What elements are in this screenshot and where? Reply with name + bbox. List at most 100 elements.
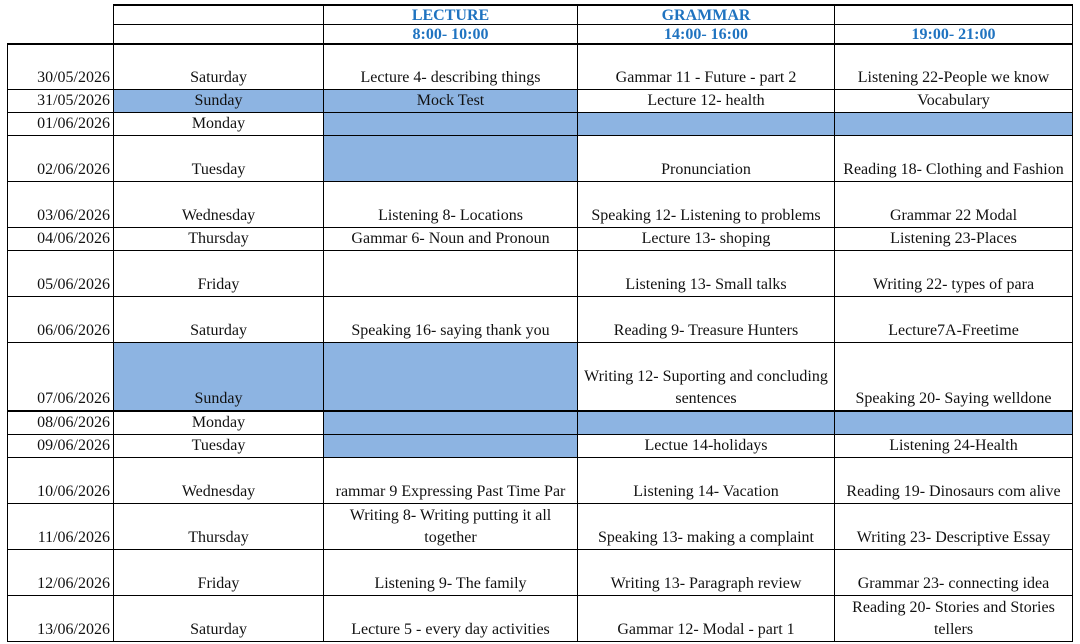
session-cell-s2[interactable] xyxy=(577,410,835,435)
session-cell-s2[interactable]: Lectue 14-holidays xyxy=(577,434,835,458)
table-row: 10/06/2026 Wednesday rammar 9 Expressing P… xyxy=(7,457,1073,504)
day-cell[interactable]: Monday xyxy=(113,112,324,136)
date-cell[interactable]: 12/06/2026 xyxy=(7,549,114,596)
session-cell-s2[interactable]: Pronunciation xyxy=(577,135,835,182)
session-cell-s2[interactable] xyxy=(577,112,835,136)
date-cell[interactable]: 02/06/2026 xyxy=(7,135,114,182)
session-cell-s3[interactable]: Listening 22-People we know xyxy=(834,43,1073,90)
table-row: 12/06/2026 Friday Listening 9- The family W… xyxy=(7,549,1073,596)
day-cell[interactable]: Sunday xyxy=(113,342,324,412)
session-cell-s3[interactable]: Vocabulary xyxy=(834,89,1073,113)
date-cell[interactable]: 10/06/2026 xyxy=(7,457,114,504)
header-day-cell-2[interactable] xyxy=(113,24,324,45)
day-cell[interactable]: Wednesday xyxy=(113,457,324,504)
header-day-cell[interactable] xyxy=(113,4,324,25)
table-row: 06/06/2026 Saturday Speaking 16- saying th… xyxy=(7,296,1073,343)
date-cell[interactable]: 09/06/2026 xyxy=(7,434,114,458)
session-cell-s3[interactable] xyxy=(834,112,1073,136)
session-cell-s3[interactable] xyxy=(834,410,1073,435)
session-cell-s3[interactable]: Reading 19- Dinosaurs com alive xyxy=(834,457,1073,504)
session-cell-s3[interactable]: Reading 20- Stories and Stories tellers xyxy=(834,595,1073,642)
header-grammar[interactable]: GRAMMAR xyxy=(577,4,835,25)
session-cell-s1[interactable] xyxy=(323,112,578,136)
day-cell[interactable]: Friday xyxy=(113,549,324,596)
header-corner xyxy=(7,5,114,25)
day-cell[interactable]: Saturday xyxy=(113,296,324,343)
session-cell-s2[interactable]: Reading 9- Treasure Hunters xyxy=(577,296,835,343)
day-cell[interactable]: Tuesday xyxy=(113,434,324,458)
session-cell-s3[interactable]: Grammar 23- connecting idea xyxy=(834,549,1073,596)
session-cell-s1[interactable]: Listening 8- Locations xyxy=(323,181,578,228)
session-cell-s1[interactable]: Listening 9- The family xyxy=(323,549,578,596)
header-row-times: 8:00- 10:00 14:00- 16:00 19:00- 21:00 xyxy=(7,24,1073,45)
session-cell-s1[interactable] xyxy=(323,342,578,412)
session-cell-s1[interactable]: Writing 8- Writing putting it all togeth… xyxy=(323,503,578,550)
header-slot-1[interactable]: 8:00- 10:00 xyxy=(323,24,578,45)
session-cell-s2[interactable]: Listening 13- Small talks xyxy=(577,250,835,297)
session-cell-s3[interactable]: Reading 18- Clothing and Fashion xyxy=(834,135,1073,182)
session-cell-s2[interactable]: Speaking 13- making a complaint xyxy=(577,503,835,550)
session-cell-s3[interactable]: Writing 22- types of para xyxy=(834,250,1073,297)
day-cell[interactable]: Saturday xyxy=(113,595,324,642)
date-cell[interactable]: 03/06/2026 xyxy=(7,181,114,228)
session-cell-s1[interactable] xyxy=(323,410,578,435)
session-cell-s3[interactable]: Speaking 20- Saying welldone xyxy=(834,342,1073,412)
table-row: 04/06/2026 Thursday Gammar 6- Noun and Pro… xyxy=(7,227,1073,251)
day-cell[interactable]: Wednesday xyxy=(113,181,324,228)
session-cell-s2[interactable]: Lecture 13- shoping xyxy=(577,227,835,251)
session-cell-s2[interactable]: Lecture 12- health xyxy=(577,89,835,113)
day-cell[interactable]: Tuesday xyxy=(113,135,324,182)
day-cell[interactable]: Thursday xyxy=(113,227,324,251)
header-slot-3[interactable]: 19:00- 21:00 xyxy=(834,24,1073,45)
session-cell-s2[interactable]: Gammar 12- Modal - part 1 xyxy=(577,595,835,642)
header-corner-2 xyxy=(7,24,114,44)
date-cell[interactable]: 04/06/2026 xyxy=(7,227,114,251)
session-cell-s2[interactable]: Listening 14- Vacation xyxy=(577,457,835,504)
session-cell-s1[interactable] xyxy=(323,434,578,458)
header-row-titles: LECTURE GRAMMAR xyxy=(7,4,1073,25)
date-cell[interactable]: 30/05/2026 xyxy=(7,43,114,90)
table-row: 07/06/2026 Sunday Writing 12- Suporting an… xyxy=(7,342,1073,412)
day-cell[interactable]: Thursday xyxy=(113,503,324,550)
date-cell[interactable]: 11/06/2026 xyxy=(7,503,114,550)
day-cell[interactable]: Sunday xyxy=(113,89,324,113)
session-cell-s2[interactable]: Speaking 12- Listening to problems xyxy=(577,181,835,228)
session-cell-s1[interactable]: Lecture 4- describing things xyxy=(323,43,578,90)
session-cell-s2[interactable]: Gammar 11 - Future - part 2 xyxy=(577,43,835,90)
date-cell[interactable]: 13/06/2026 xyxy=(7,595,114,642)
session-cell-s1[interactable]: Gammar 6- Noun and Pronoun xyxy=(323,227,578,251)
table-row: 08/06/2026 Monday xyxy=(7,410,1073,435)
session-cell-s1[interactable] xyxy=(323,250,578,297)
table-row: 11/06/2026 Thursday Writing 8- Writing put… xyxy=(7,503,1073,550)
day-cell[interactable]: Friday xyxy=(113,250,324,297)
header-evening[interactable] xyxy=(834,4,1073,25)
table-row: 09/06/2026 Tuesday Lectue 14-holidays Liste… xyxy=(7,434,1073,458)
session-cell-s1[interactable]: Lecture 5 - every day activities xyxy=(323,595,578,642)
date-cell[interactable]: 05/06/2026 xyxy=(7,250,114,297)
date-cell[interactable]: 07/06/2026 xyxy=(7,342,114,412)
table-row: 01/06/2026 Monday xyxy=(7,112,1073,136)
table-row: 13/06/2026 Saturday Lecture 5 - every day … xyxy=(7,595,1073,642)
header-lecture[interactable]: LECTURE xyxy=(323,4,578,25)
date-cell[interactable]: 08/06/2026 xyxy=(7,410,114,435)
date-cell[interactable]: 31/05/2026 xyxy=(7,89,114,113)
session-cell-s1[interactable]: Speaking 16- saying thank you xyxy=(323,296,578,343)
session-cell-s3[interactable]: Listening 24-Health xyxy=(834,434,1073,458)
session-cell-s3[interactable]: Listening 23-Places xyxy=(834,227,1073,251)
session-cell-s1[interactable]: Mock Test xyxy=(323,89,578,113)
session-cell-s2[interactable]: Writing 13- Paragraph review xyxy=(577,549,835,596)
date-cell[interactable]: 01/06/2026 xyxy=(7,112,114,136)
day-cell[interactable]: Monday xyxy=(113,410,324,435)
session-cell-s3[interactable]: Lecture7A-Freetime xyxy=(834,296,1073,343)
table-row: 05/06/2026 Friday Listening 13- Small talk… xyxy=(7,250,1073,297)
table-row: 03/06/2026 Wednesday Listening 8- Location… xyxy=(7,181,1073,228)
session-cell-s3[interactable]: Writing 23- Descriptive Essay xyxy=(834,503,1073,550)
session-cell-s1[interactable] xyxy=(323,135,578,182)
date-cell[interactable]: 06/06/2026 xyxy=(7,296,114,343)
session-cell-s2[interactable]: Writing 12- Suporting and concluding sen… xyxy=(577,342,835,412)
session-cell-s3[interactable]: Grammar 22 Modal xyxy=(834,181,1073,228)
day-cell[interactable]: Saturday xyxy=(113,43,324,90)
header-slot-2[interactable]: 14:00- 16:00 xyxy=(577,24,835,45)
table-row: 02/06/2026 Tuesday Pronunciation Reading 18… xyxy=(7,135,1073,182)
session-cell-s1[interactable]: rammar 9 Expressing Past Time Par xyxy=(323,457,578,504)
